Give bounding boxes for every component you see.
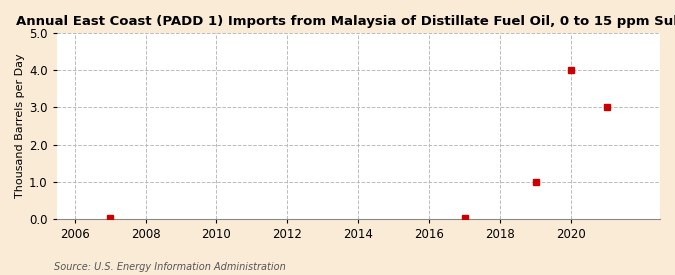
Y-axis label: Thousand Barrels per Day: Thousand Barrels per Day: [15, 54, 25, 198]
Text: Source: U.S. Energy Information Administration: Source: U.S. Energy Information Administ…: [54, 262, 286, 272]
Title: Annual East Coast (PADD 1) Imports from Malaysia of Distillate Fuel Oil, 0 to 15: Annual East Coast (PADD 1) Imports from …: [16, 15, 675, 28]
